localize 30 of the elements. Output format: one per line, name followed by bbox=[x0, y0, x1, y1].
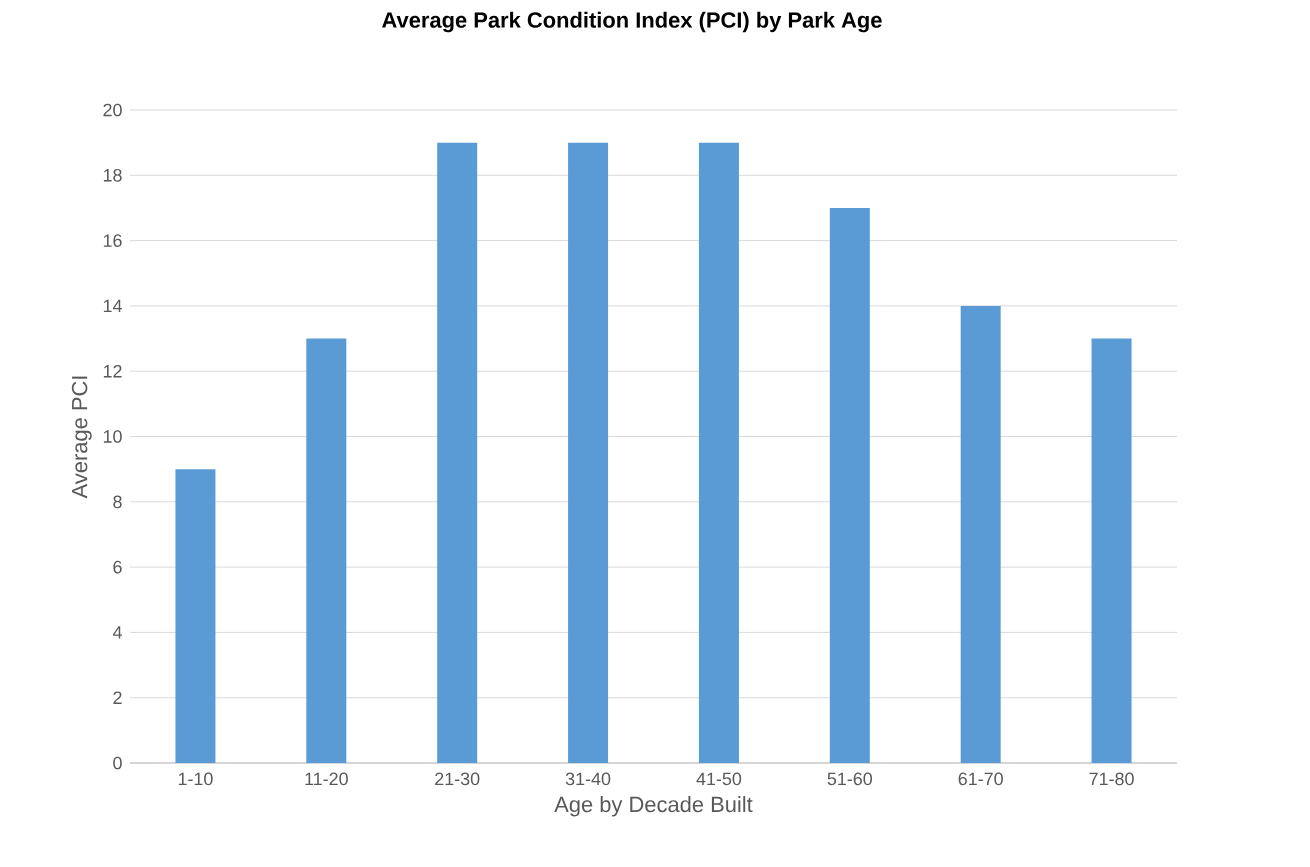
x-tick-label: 21-30 bbox=[435, 772, 480, 786]
x-tick-label: 11-20 bbox=[305, 772, 348, 786]
x-tick-label: 31-40 bbox=[565, 772, 611, 786]
y-tick-label: 4 bbox=[112, 626, 122, 639]
bar bbox=[306, 338, 347, 763]
y-tick-label: 16 bbox=[103, 234, 122, 247]
bar bbox=[1091, 338, 1132, 763]
bar bbox=[437, 142, 478, 763]
y-tick-label: 12 bbox=[103, 364, 122, 378]
bar bbox=[960, 305, 1001, 763]
x-axis-title: Age by Decade Built bbox=[554, 796, 753, 817]
x-tick-label: 51-60 bbox=[827, 772, 873, 786]
bar bbox=[175, 469, 216, 763]
y-tick-label: 20 bbox=[103, 103, 122, 117]
y-axis-title: Average PCI bbox=[71, 376, 92, 499]
y-tick-label: 8 bbox=[113, 495, 122, 509]
x-tick-label: 41-50 bbox=[696, 772, 742, 786]
bar bbox=[568, 142, 609, 763]
y-tick-label: 14 bbox=[103, 299, 122, 313]
bar bbox=[698, 142, 739, 763]
y-tick-label: 6 bbox=[113, 560, 122, 574]
y-tick-label: 2 bbox=[113, 691, 122, 704]
x-tick-label: 61-70 bbox=[958, 772, 1003, 786]
chart-title: Average Park Condition Index (PCI) by Park Age bbox=[382, 11, 882, 33]
x-tick-label: 1-10 bbox=[178, 772, 213, 786]
y-tick-label: 18 bbox=[103, 168, 122, 182]
y-tick-label: 10 bbox=[103, 430, 122, 443]
x-tick-label: 71-80 bbox=[1089, 772, 1134, 786]
y-tick-label: 0 bbox=[113, 756, 122, 770]
bar bbox=[829, 207, 870, 763]
